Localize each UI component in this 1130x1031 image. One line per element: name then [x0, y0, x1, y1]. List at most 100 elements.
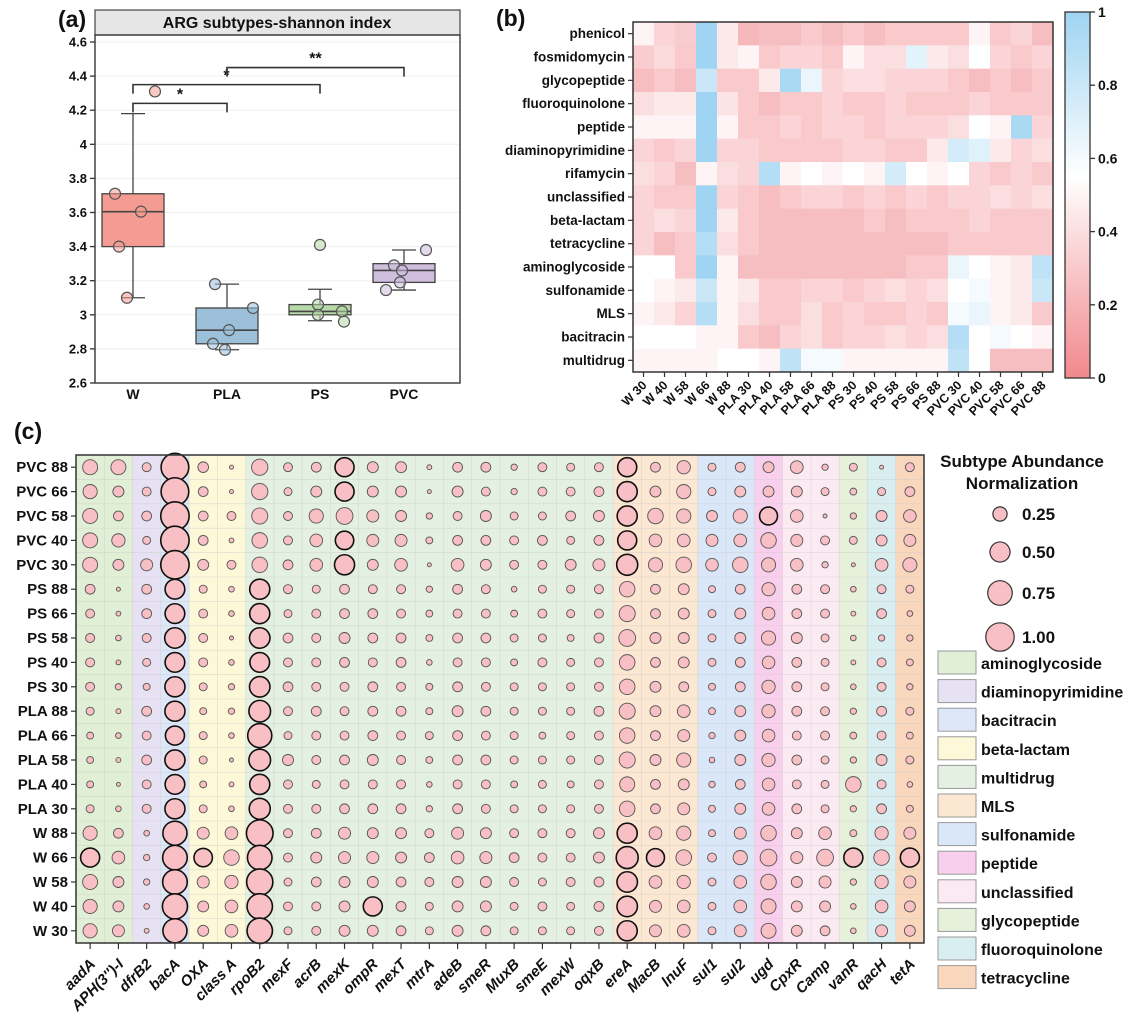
- bubble: [903, 533, 917, 547]
- bubble: [143, 878, 151, 886]
- bubble: [905, 584, 915, 594]
- bubble: [758, 506, 779, 526]
- bubble: [311, 925, 322, 936]
- bubble: [592, 558, 606, 572]
- bubble: [226, 511, 237, 521]
- bubble: [164, 602, 186, 625]
- bubble: [228, 585, 235, 593]
- bubbles: [79, 452, 921, 945]
- bubble: [452, 461, 463, 473]
- bubble: [537, 511, 547, 521]
- bubble: [251, 532, 268, 549]
- x-category-label: PLA: [213, 386, 241, 402]
- bubble: [906, 610, 914, 617]
- bubble: [196, 875, 210, 889]
- bubble: [593, 681, 604, 692]
- bubble: [283, 779, 293, 790]
- bubble: [480, 632, 492, 644]
- bubble: [874, 874, 889, 890]
- bubble: [820, 487, 830, 497]
- bubble: [199, 707, 208, 716]
- bubble: [733, 899, 748, 914]
- bubble: [706, 510, 718, 522]
- bubble-row-label: PS 58: [27, 630, 68, 647]
- bubble: [849, 805, 857, 813]
- bubble: [849, 707, 857, 715]
- bubble: [875, 754, 888, 766]
- bubble: [676, 752, 692, 768]
- bubble: [850, 903, 857, 910]
- bubble: [367, 657, 378, 668]
- bubble: [311, 633, 322, 643]
- bubble: [310, 705, 322, 717]
- bubble: [565, 828, 576, 839]
- bubble: [648, 924, 662, 938]
- bubble: [877, 487, 887, 497]
- bubble: [396, 779, 407, 790]
- bubble: [537, 706, 547, 716]
- gene-label: oqxB: [569, 956, 608, 995]
- bubble: [310, 485, 323, 498]
- bubble: [115, 781, 121, 787]
- bubble: [707, 901, 717, 911]
- bubble: [224, 923, 239, 938]
- bubble: [649, 485, 662, 498]
- bubble: [616, 919, 639, 942]
- bubble: [791, 705, 803, 717]
- heatmap-row-label: multidrug: [563, 353, 625, 368]
- bubble: [707, 487, 717, 497]
- bubble: [820, 633, 830, 643]
- bubble: [115, 757, 122, 763]
- bubble: [366, 558, 379, 571]
- bubble: [904, 462, 915, 473]
- bubble: [112, 485, 125, 498]
- bubble: [876, 779, 887, 790]
- bubble: [708, 731, 716, 740]
- bubble: [367, 632, 379, 644]
- bubble: [198, 657, 209, 668]
- bubble: [593, 657, 604, 668]
- bubble: [283, 926, 293, 936]
- bubble: [649, 632, 662, 644]
- bubble: [537, 535, 548, 546]
- bubble: [593, 925, 604, 936]
- bubble: [452, 583, 463, 595]
- size-legend-title: Subtype Abundance: [940, 452, 1104, 471]
- bubble: [163, 626, 186, 650]
- bubble: [761, 679, 776, 694]
- bubble-row-label: PLA 66: [18, 728, 68, 745]
- data-point: [311, 308, 325, 321]
- bubble: [338, 851, 352, 865]
- bubble: [86, 756, 95, 764]
- bubble: [161, 868, 189, 896]
- bubble: [339, 803, 350, 815]
- bubble: [677, 802, 691, 816]
- bubble: [677, 607, 690, 620]
- bubble: [791, 657, 803, 668]
- bubble: [452, 681, 463, 693]
- bubble: [338, 900, 351, 913]
- size-legend-value: 0.25: [1022, 505, 1055, 524]
- bubble: [733, 924, 747, 938]
- bubble: [874, 557, 889, 572]
- size-legend: Subtype Abundance Normalization 0.25 0.50 0.…: [940, 452, 1104, 652]
- y-tick-label: 3: [80, 307, 87, 322]
- bubble: [790, 876, 803, 888]
- boxplot-title: ARG subtypes-shannon index: [163, 15, 392, 32]
- bubble: [874, 826, 889, 841]
- bubble: [309, 557, 324, 572]
- bubble: [283, 584, 293, 595]
- gene-label: sul2: [716, 955, 750, 989]
- bubble: [849, 512, 857, 520]
- bubble: [142, 535, 152, 545]
- bubble: [676, 533, 691, 548]
- bubble: [820, 706, 831, 717]
- gene-label: tetA: [886, 956, 919, 989]
- bubble: [850, 683, 857, 691]
- bubble: [790, 485, 803, 498]
- bubble: [676, 508, 692, 524]
- category-legend-label: glycopeptide: [981, 913, 1080, 930]
- bubble: [848, 535, 858, 545]
- bubble: [283, 803, 293, 814]
